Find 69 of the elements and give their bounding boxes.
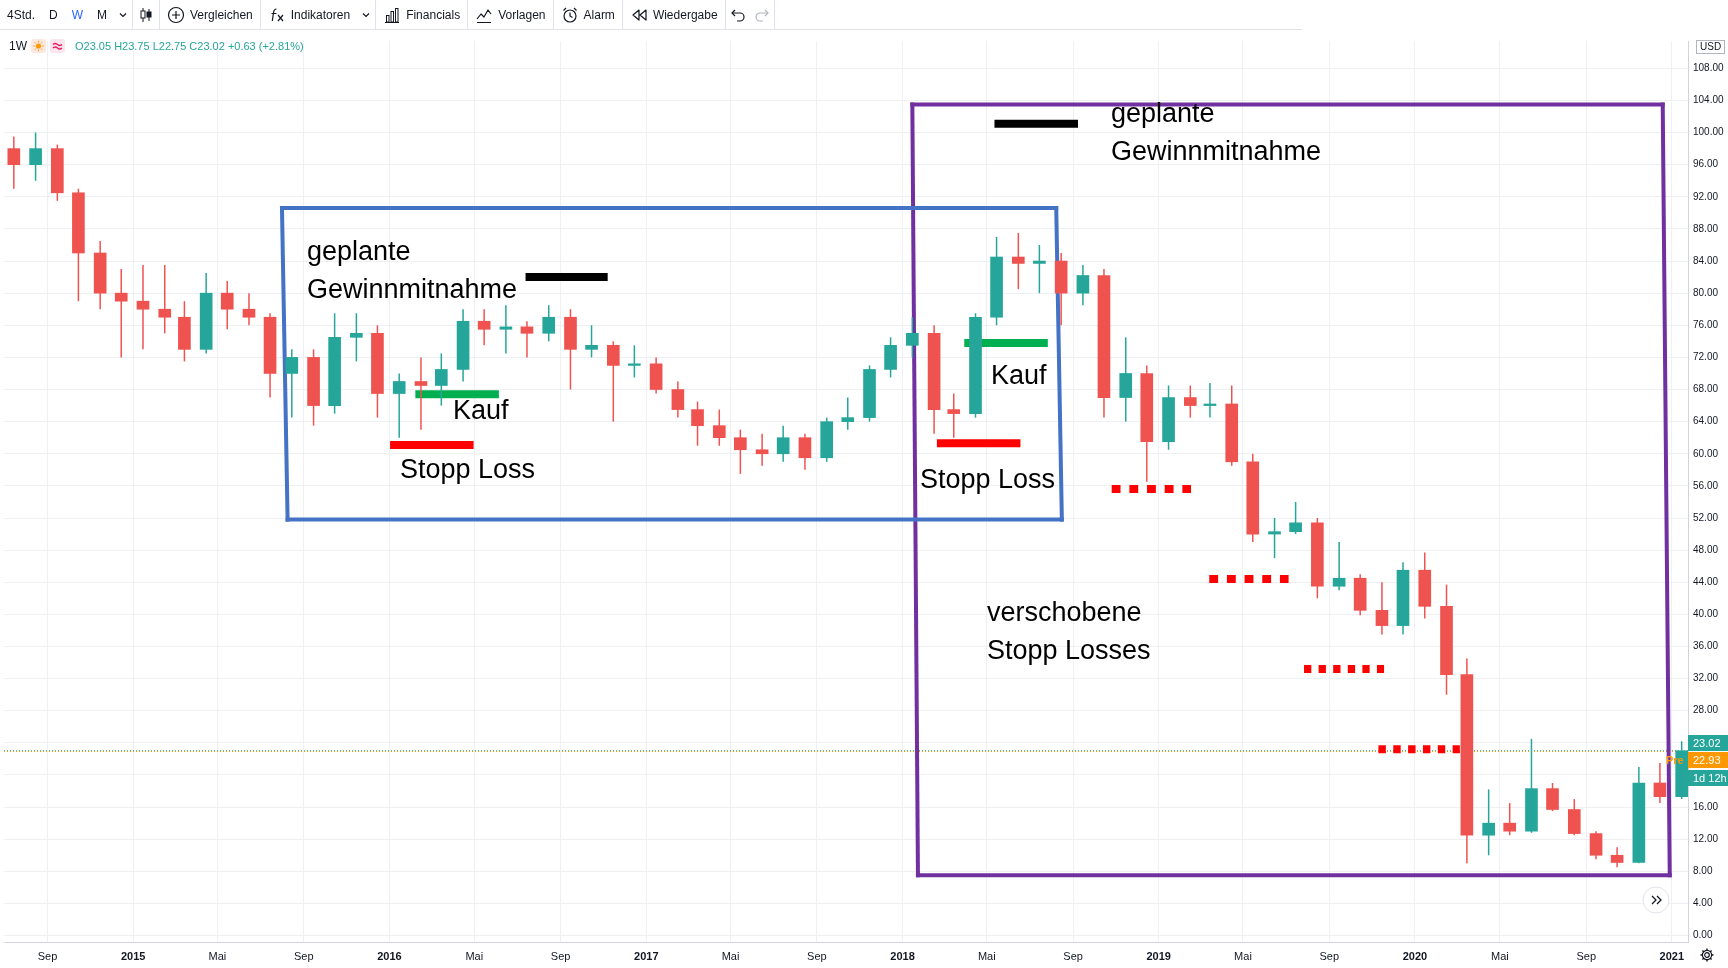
x-tick-label: 2017 [634, 949, 659, 962]
text: 1d 12h [1688, 769, 1728, 786]
annotation: geplante Gewinnmitnahme [307, 235, 518, 306]
chart-title: 1W [9, 39, 27, 53]
y-tick-label: 76.00 [1693, 319, 1719, 331]
y-tick-label: 48.00 [1693, 543, 1719, 555]
annotation: Stopp Loss [400, 453, 537, 486]
y-tick-label: 28.00 [1693, 704, 1719, 716]
annotation: Kauf [453, 394, 510, 427]
text: Financials [406, 7, 461, 22]
x-tick-label: Sep [1063, 949, 1083, 962]
annotation: Stopp Loss [920, 463, 1057, 496]
x-tick-label: Sep [1576, 949, 1597, 962]
x-tick-label: Mai [465, 949, 484, 962]
ref-line-label: 23.02 [1688, 734, 1728, 751]
text: Alarm [583, 7, 615, 22]
ref-line-label: 22.93 [1688, 751, 1728, 768]
y-tick-label: 40.00 [1693, 608, 1719, 620]
text: W [71, 7, 84, 22]
y-tick-label: 68.00 [1693, 383, 1719, 395]
y-tick-label: 92.00 [1693, 190, 1719, 202]
x-tick-label: 2019 [1146, 949, 1171, 962]
x-tick-label: 2016 [377, 949, 402, 962]
x-tick-label: Mai [1491, 949, 1509, 962]
x-tick-label: 2021 [1659, 949, 1685, 962]
x-tick-label: 2018 [890, 949, 915, 962]
y-tick-label: 72.00 [1693, 351, 1719, 363]
x-tick-label: Mai [208, 949, 227, 962]
chart-subtitle: O23.05 H23.75 L22.75 C23.02 +0.63 (+2.81%) [75, 40, 304, 52]
y-tick-label: 36.00 [1693, 640, 1719, 652]
x-tick-label: 2020 [1402, 949, 1428, 962]
x-tick-label: Mai [721, 949, 740, 962]
text: M [97, 7, 108, 22]
y-tick-label: 96.00 [1693, 158, 1719, 170]
text: USD [1696, 40, 1726, 54]
x-tick-label: Sep [1319, 949, 1340, 962]
y-tick-label: 0.00 [1693, 929, 1713, 941]
y-tick-label: 108.00 [1693, 62, 1725, 74]
text: Vorlagen [498, 7, 546, 22]
x-tick-label: Mai [1234, 949, 1252, 962]
text: D [49, 7, 58, 22]
x-tick-label: 2015 [120, 949, 146, 962]
text: Wiedergabe [652, 7, 718, 22]
y-tick-label: 4.00 [1693, 897, 1713, 909]
y-tick-label: 8.00 [1693, 865, 1713, 877]
y-tick-label: 84.00 [1693, 254, 1719, 266]
y-tick-label: 32.00 [1693, 672, 1719, 684]
annotation: verschobene Stopp Losses [987, 596, 1152, 667]
text: Vergleichen [190, 7, 253, 22]
y-tick-label: 56.00 [1693, 479, 1719, 491]
y-tick-label: 52.00 [1693, 511, 1719, 523]
annotation: Kauf [991, 359, 1048, 392]
y-tick-label: 16.00 [1693, 800, 1719, 812]
x-tick-label: Sep [37, 949, 58, 962]
y-tick-label: 64.00 [1693, 415, 1719, 427]
y-tick-label: 12.00 [1693, 832, 1719, 844]
y-tick-label: 44.00 [1693, 575, 1719, 587]
y-tick-label: 80.00 [1693, 286, 1719, 298]
x-tick-label: Sep [550, 949, 571, 962]
x-tick-label: Sep [293, 949, 314, 962]
annotation: geplante Gewinnmitnahme [1111, 97, 1322, 168]
y-tick-label: 104.00 [1693, 94, 1725, 106]
y-tick-label: 60.00 [1693, 447, 1719, 459]
text: 4Std. [7, 7, 36, 22]
text: Indikatoren [290, 7, 351, 22]
y-tick-label: 100.00 [1693, 126, 1725, 138]
x-tick-label: Mai [977, 949, 996, 962]
x-tick-label: Sep [807, 949, 827, 962]
y-tick-label: 88.00 [1693, 222, 1719, 234]
